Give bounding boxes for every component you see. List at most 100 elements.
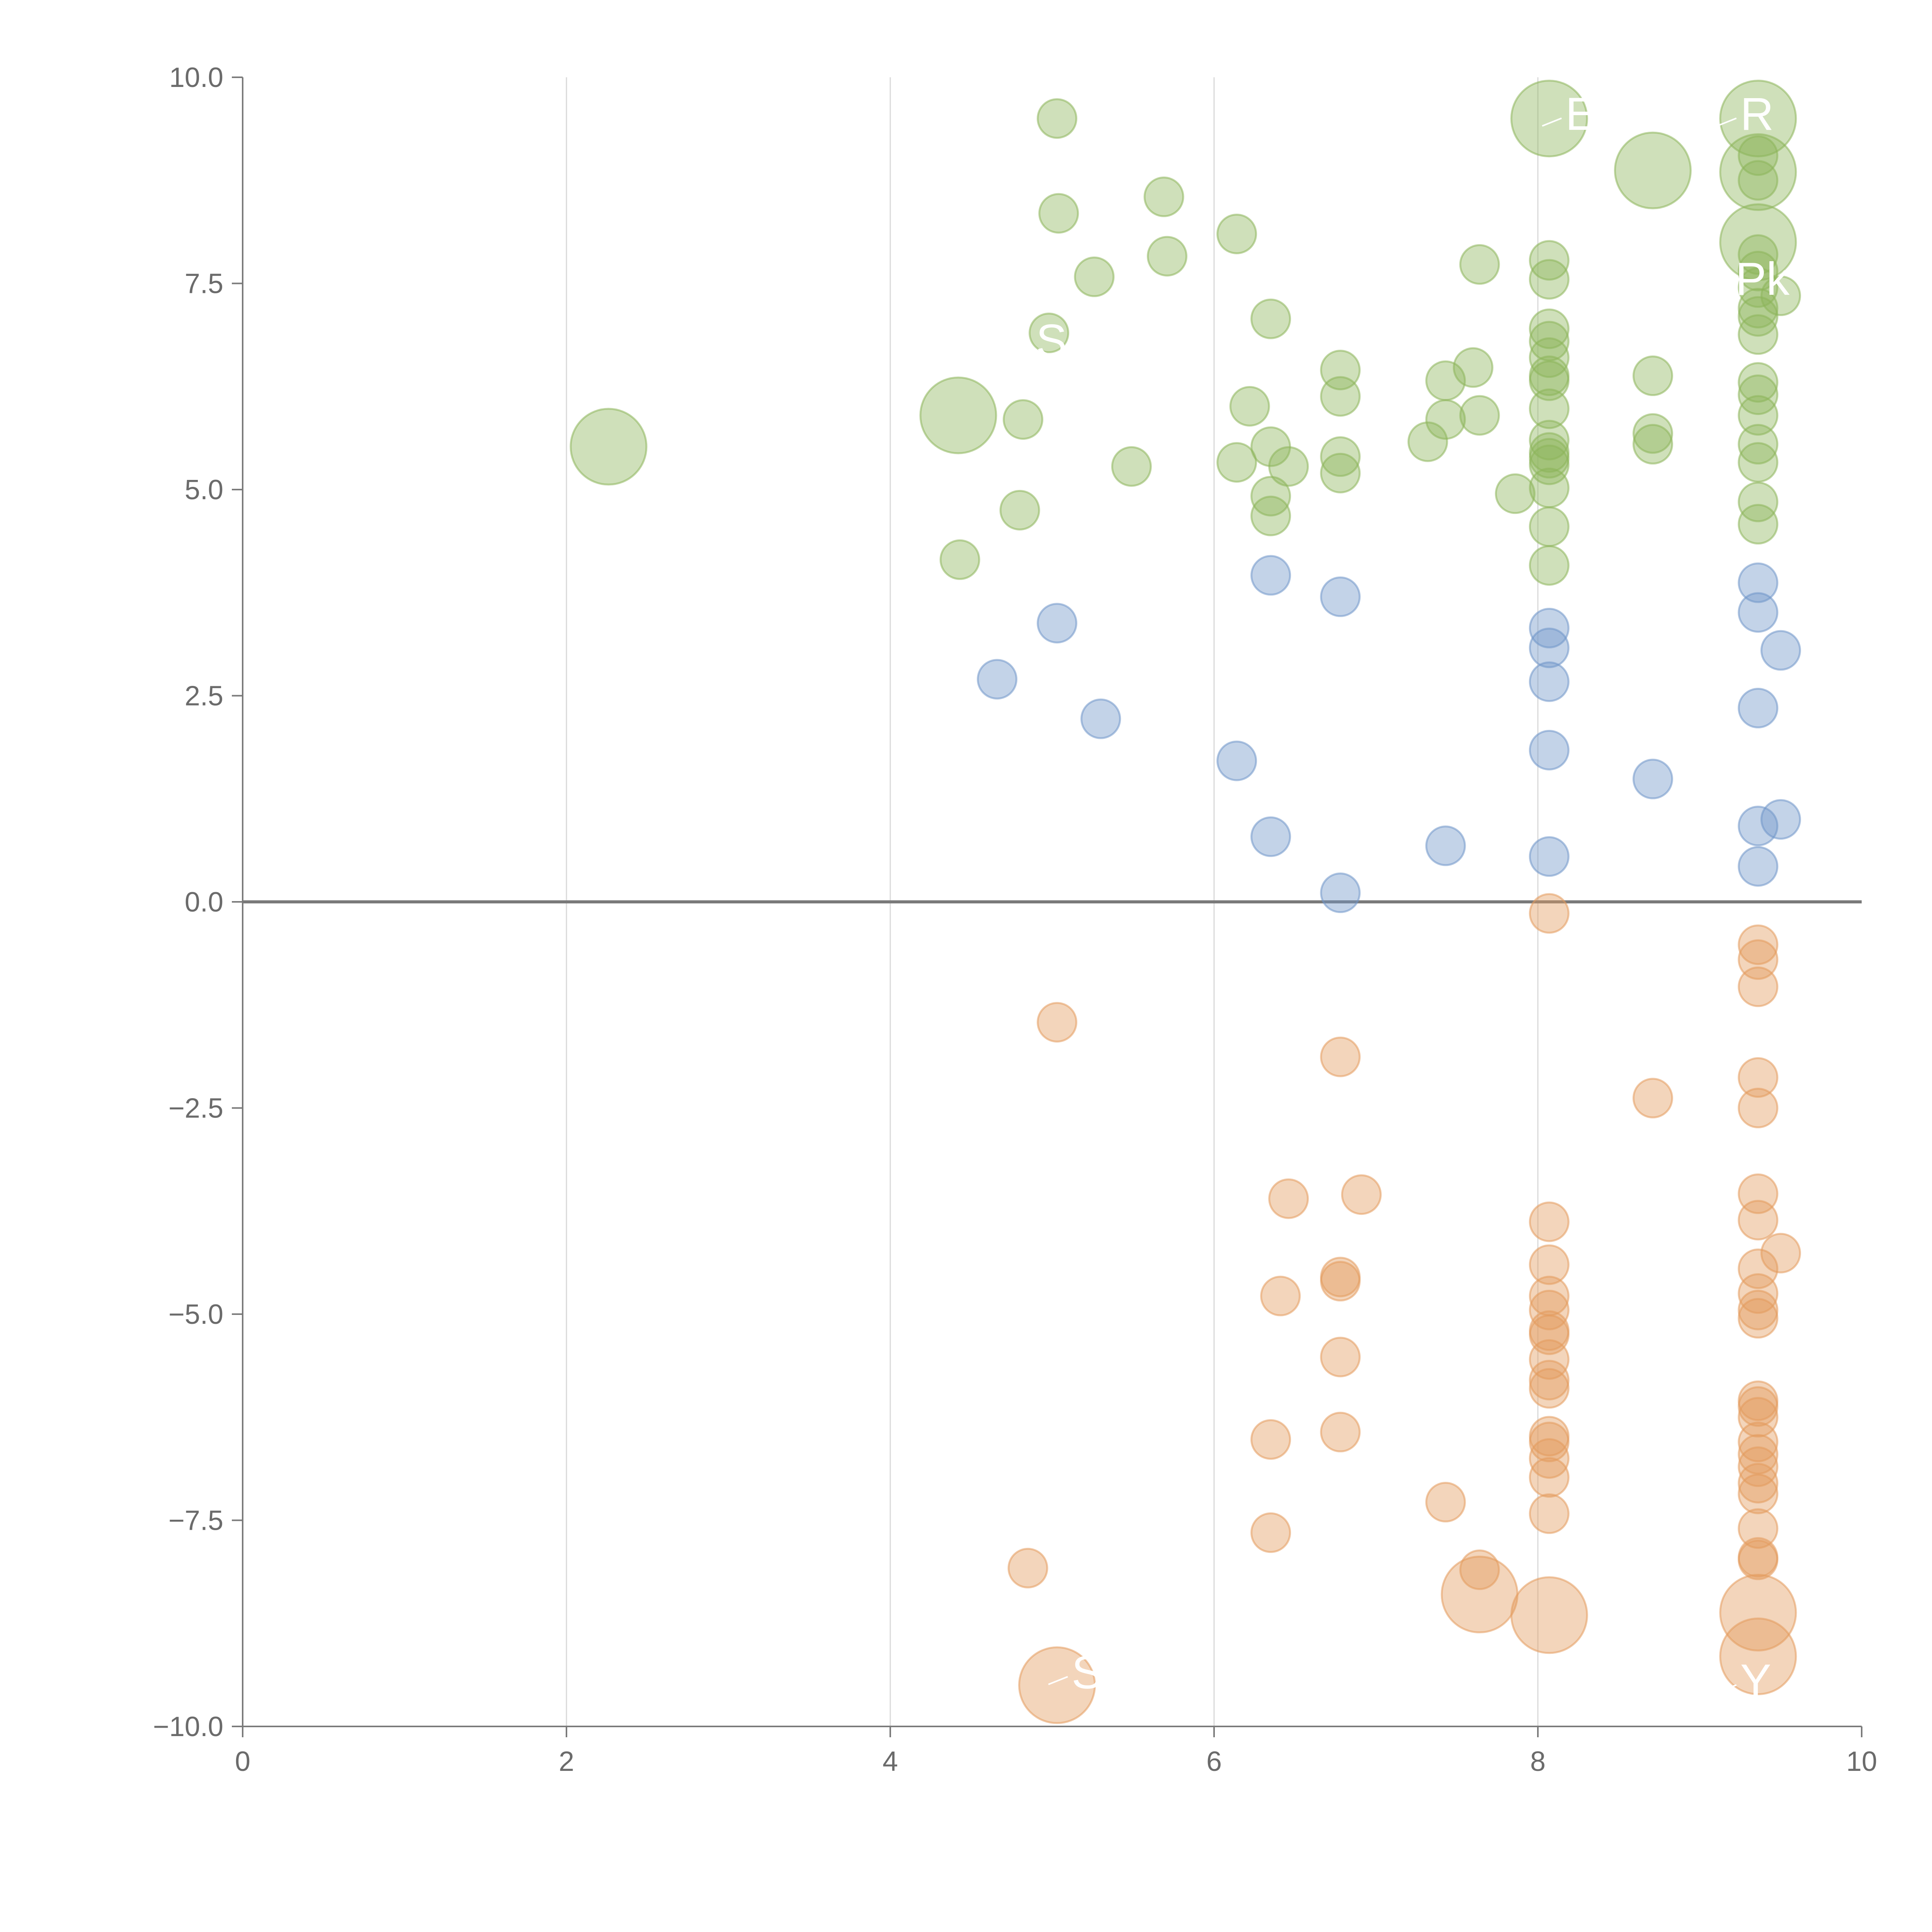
data-point-middle bbox=[1760, 630, 1801, 671]
annotation-label: Pk bbox=[1735, 253, 1790, 305]
data-point-high bbox=[919, 376, 997, 454]
data-point-high bbox=[1529, 444, 1570, 485]
data-point-low bbox=[1738, 1473, 1779, 1514]
data-point-low bbox=[1738, 1200, 1779, 1241]
annotation-label: E bbox=[1565, 88, 1596, 140]
data-point-middle bbox=[1216, 740, 1257, 781]
annotation-leader-line bbox=[1717, 1684, 1737, 1694]
data-point-high bbox=[1719, 80, 1797, 158]
data-point-low bbox=[1529, 1339, 1570, 1380]
data-point-high bbox=[1320, 376, 1361, 417]
data-point-low bbox=[1738, 1397, 1779, 1438]
data-point-high bbox=[1738, 395, 1779, 436]
data-point-high bbox=[1268, 446, 1309, 487]
data-point-high bbox=[1529, 420, 1570, 461]
x-tick-label: 6 bbox=[1206, 1746, 1222, 1777]
data-point-middle bbox=[1738, 846, 1779, 887]
data-point-middle bbox=[977, 659, 1018, 700]
annotation-leader-line bbox=[1542, 117, 1562, 127]
data-point-middle bbox=[1738, 806, 1779, 847]
data-point-high bbox=[1425, 399, 1466, 440]
data-point-low bbox=[1529, 1457, 1570, 1498]
axes: 10.0 7.5 5.0 2.5 0.0 −2.5 −5.0 −7.5 −10.0 0 2 4 6 8 10 bbox=[153, 62, 1877, 1777]
data-point-high bbox=[1038, 193, 1079, 234]
data-point-high bbox=[1510, 80, 1588, 158]
annotation-leader-line bbox=[1712, 282, 1732, 292]
data-point-high bbox=[1320, 436, 1361, 477]
data-point-high bbox=[1529, 545, 1570, 586]
y-tick-label: 10.0 bbox=[169, 62, 223, 93]
data-point-low bbox=[1425, 1482, 1466, 1523]
data-point-middle bbox=[1320, 872, 1361, 913]
annotation-leader-line bbox=[1717, 117, 1737, 127]
data-point-high bbox=[1738, 362, 1779, 403]
data-point-high bbox=[1250, 495, 1291, 536]
data-point-high bbox=[1632, 413, 1673, 454]
data-point-high bbox=[1529, 468, 1570, 509]
data-point-low bbox=[1260, 1276, 1301, 1316]
data-point-middle bbox=[1425, 825, 1466, 866]
data-point-middle bbox=[1320, 576, 1361, 617]
y-tick-label: −5.0 bbox=[168, 1299, 223, 1330]
data-point-high bbox=[1738, 424, 1779, 465]
data-point-low bbox=[1738, 1463, 1779, 1503]
data-point-low bbox=[1632, 1078, 1673, 1119]
x-tick-label: 8 bbox=[1530, 1746, 1546, 1777]
data-point-middle bbox=[1250, 555, 1291, 596]
annotation-leader-line bbox=[1012, 344, 1032, 354]
data-point-high bbox=[1250, 298, 1291, 339]
data-point-low bbox=[1719, 1617, 1797, 1696]
data-point-middle bbox=[1760, 799, 1801, 840]
y-tick-label: 5.0 bbox=[185, 474, 223, 505]
data-point-low bbox=[1529, 1360, 1570, 1401]
data-point-low bbox=[1738, 1298, 1779, 1339]
data-point-high bbox=[1529, 308, 1570, 349]
data-point-high bbox=[1614, 131, 1692, 209]
data-points bbox=[570, 80, 1801, 1724]
data-point-high bbox=[1738, 296, 1779, 337]
data-point-high bbox=[999, 490, 1040, 531]
data-point-high bbox=[1738, 504, 1779, 545]
data-point-low bbox=[1529, 1422, 1570, 1463]
data-point-high bbox=[1216, 442, 1257, 483]
data-point-high bbox=[1111, 446, 1152, 487]
data-point-low bbox=[1738, 1508, 1779, 1549]
x-tick-label: 4 bbox=[883, 1746, 898, 1777]
data-point-low bbox=[1018, 1646, 1096, 1724]
data-point-low bbox=[1341, 1174, 1382, 1215]
data-point-low bbox=[1320, 1337, 1361, 1378]
data-point-middle bbox=[1529, 628, 1570, 668]
data-point-low bbox=[1459, 1549, 1500, 1590]
data-point-middle bbox=[1250, 816, 1291, 857]
data-point-high bbox=[1146, 236, 1187, 277]
data-point-low bbox=[1529, 1289, 1570, 1330]
y-tick-label: 0.0 bbox=[185, 887, 223, 918]
data-point-low bbox=[1320, 1036, 1361, 1077]
data-point-low bbox=[1738, 924, 1779, 965]
annotation-leader-line bbox=[1048, 1676, 1068, 1685]
data-point-high bbox=[570, 408, 648, 486]
data-point-high bbox=[1495, 473, 1536, 514]
data-point-high bbox=[1143, 176, 1184, 217]
data-point-middle bbox=[1529, 661, 1570, 702]
data-point-high bbox=[1738, 314, 1779, 355]
data-point-high bbox=[1529, 337, 1570, 378]
x-tick-label: 0 bbox=[235, 1746, 250, 1777]
data-point-low bbox=[1760, 1233, 1801, 1274]
data-point-low bbox=[1007, 1548, 1048, 1588]
data-point-low bbox=[1529, 1314, 1570, 1355]
annotation-label: Y bbox=[1740, 1655, 1771, 1707]
data-point-middle bbox=[1738, 592, 1779, 633]
data-point-high bbox=[1738, 374, 1779, 415]
data-point-middle bbox=[1529, 836, 1570, 877]
data-point-high bbox=[1407, 421, 1448, 462]
y-tick-label: −2.5 bbox=[168, 1093, 223, 1124]
data-point-low bbox=[1738, 1422, 1779, 1463]
data-point-high bbox=[1074, 256, 1115, 297]
data-point-high bbox=[1452, 347, 1493, 388]
data-point-low bbox=[1529, 893, 1570, 934]
data-point-high bbox=[1216, 213, 1257, 254]
data-point-low bbox=[1250, 1512, 1291, 1553]
